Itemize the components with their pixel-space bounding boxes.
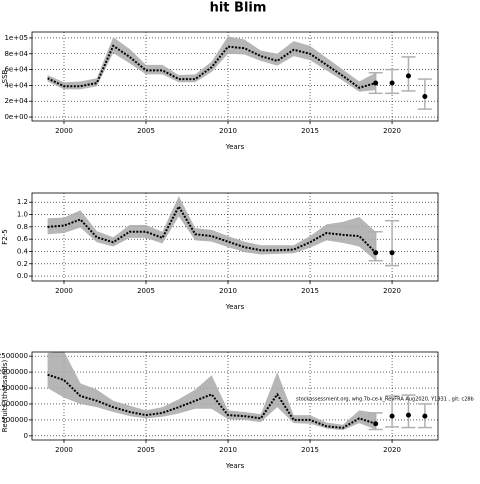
x-axis-label: Years [225,143,245,151]
y-tick-label: 1.0 [17,211,28,219]
y-tick-label: 2000000 [0,368,28,376]
y-tick-label: 0.6 [17,235,29,243]
x-tick-label: 2005 [137,127,155,135]
y-tick-label: 0e+00 [4,113,28,121]
y-tick-label: 2e+04 [4,97,28,105]
x-tick-label: 2015 [301,127,319,135]
x-tick-label: 2010 [219,127,237,135]
x-tick-label: 2010 [219,446,237,454]
y-tick-label: 0 [24,432,28,440]
x-tick-label: 2000 [55,287,73,295]
chart-title: hit Blim [210,1,267,16]
forecast-point [405,73,411,79]
forecast-point [422,93,428,99]
x-tick-label: 2005 [137,446,155,454]
y-tick-label: 1.2 [17,198,28,206]
plot-frame [31,192,439,282]
y-axis-label: Recruits (thousands) [1,360,9,433]
x-tick-label: 2015 [301,287,319,295]
x-tick-label: 2000 [55,127,73,135]
x-tick-label: 2020 [383,446,401,454]
y-tick-label: 1000000 [0,400,28,408]
y-tick-label: 0.4 [17,247,29,255]
y-tick-label: 1500000 [0,384,28,392]
estimate-line [47,204,377,254]
x-tick-label: 2020 [383,127,401,135]
forecast-point [373,80,379,86]
y-tick-label: 4e+04 [4,81,28,89]
x-axis-label: Years [225,462,245,470]
x-tick-label: 2010 [219,287,237,295]
y-tick-label: 6e+04 [4,66,28,74]
y-tick-label: 8e+04 [4,50,28,58]
y-axis-label: F2-5 [1,229,9,244]
x-axis-label: Years [225,303,245,311]
y-tick-label: 0.0 [17,272,28,280]
x-tick-label: 2020 [383,287,401,295]
forecast-point [422,413,428,419]
forecast-point [389,250,395,256]
forecast-point [389,80,395,86]
forecast-point [389,413,395,419]
confidence-band [47,351,376,431]
y-tick-label: 1e+05 [4,34,28,42]
forecast-point [405,412,411,418]
y-axis-label: SSB [1,69,9,83]
estimate-line [47,44,376,89]
plot-frame [31,351,439,441]
forecast-point [373,250,379,256]
y-tick-label: 2500000 [0,352,28,360]
x-tick-label: 2005 [137,287,155,295]
y-tick-label: 500000 [1,416,28,424]
estimate-line [47,373,376,429]
annotation: stockassessment.org, whg.7b-ce-k_RevFRA … [296,397,474,403]
x-tick-label: 2000 [55,446,73,454]
y-tick-label: 0.2 [17,260,28,268]
forecast-point [373,421,379,427]
x-tick-label: 2015 [301,446,319,454]
plot-frame [31,31,439,122]
y-tick-label: 0.8 [17,223,28,231]
